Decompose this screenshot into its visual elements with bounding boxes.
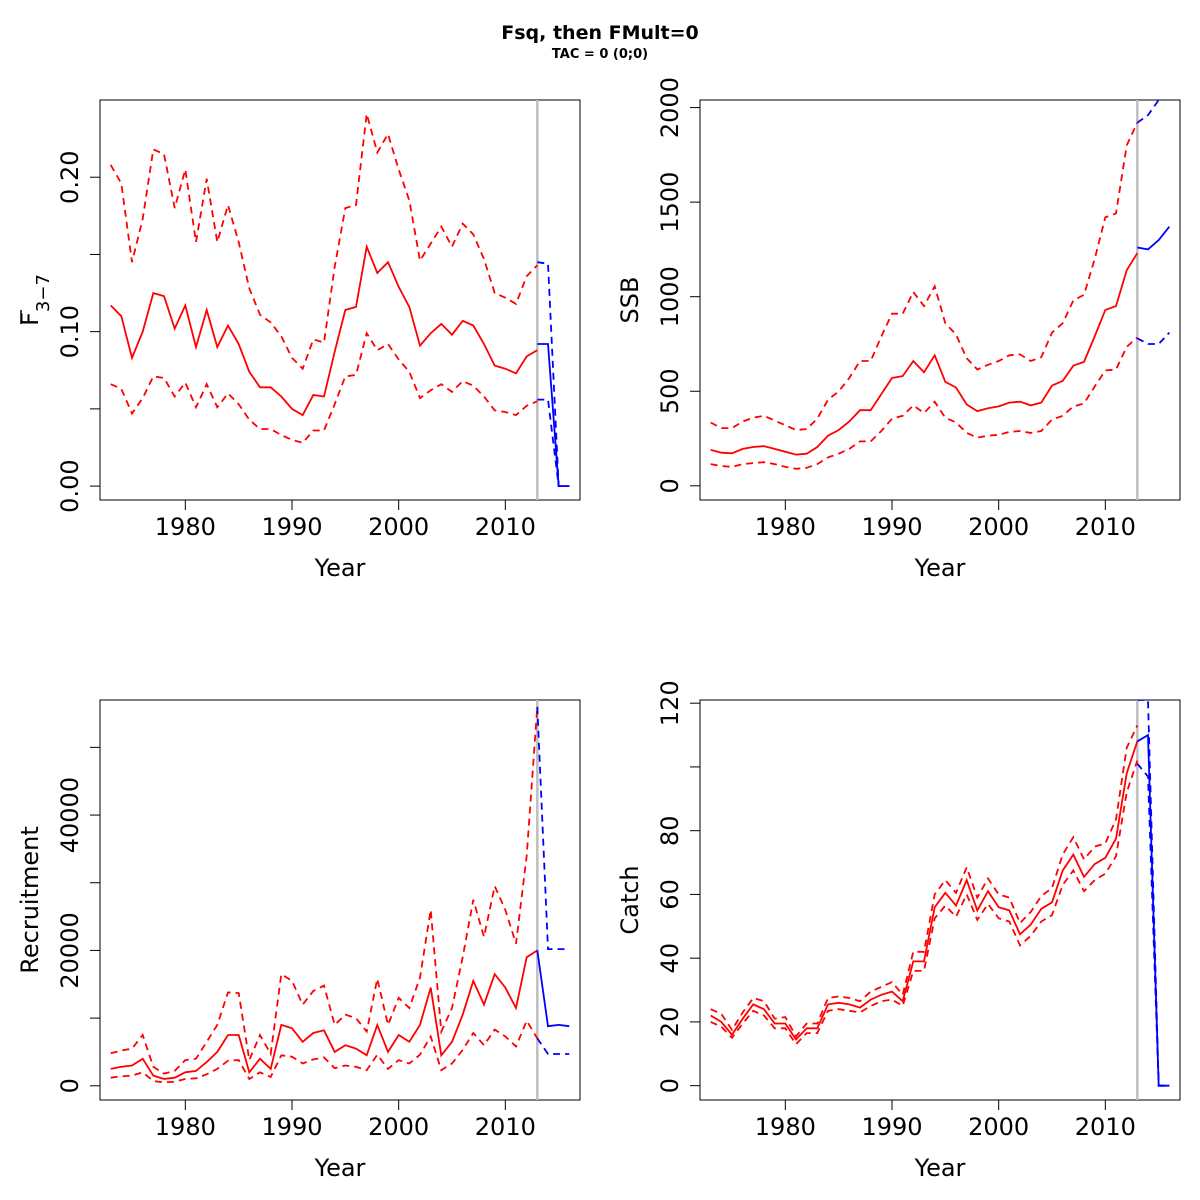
historic-median-line <box>110 243 538 417</box>
historic-median-line <box>710 741 1139 1041</box>
y-tick-label: 20000 <box>56 912 84 988</box>
x-tick-label: 1990 <box>261 1113 322 1141</box>
x-tick-label: 2000 <box>368 1113 429 1141</box>
y-axis-label: SSB <box>616 277 644 324</box>
x-tick-label: 1980 <box>155 1113 216 1141</box>
y-tick-label: 40000 <box>56 777 84 853</box>
plot-frame <box>699 699 1181 1101</box>
y-tick-label: 0.20 <box>56 151 84 204</box>
x-tick-label: 1980 <box>755 513 816 541</box>
x-tick-label: 1980 <box>155 513 216 541</box>
y-tick-label: 120 <box>656 680 684 726</box>
x-axis-label: Year <box>914 1154 966 1182</box>
projection-median-line <box>1136 733 1170 1087</box>
x-tick-label: 2010 <box>1075 513 1136 541</box>
projection-lower-line <box>537 398 570 488</box>
x-axis-label: Year <box>914 554 966 582</box>
chart-title: Fsq, then FMult=0 <box>501 22 699 44</box>
x-axis-label: Year <box>314 554 366 582</box>
y-tick-label: 500 <box>656 368 684 414</box>
projection-upper-line <box>536 706 570 950</box>
y-tick-label: 1500 <box>656 172 684 233</box>
x-tick-label: 2000 <box>968 1113 1029 1141</box>
y-axis-label: Recruitment <box>16 826 44 973</box>
projection-median-line <box>1137 226 1171 251</box>
y-tick-label: 0 <box>656 478 684 493</box>
y-tick-label: 0.00 <box>56 459 84 512</box>
panel-bottom-right: 1980 1990 2000 2010 0 20 40 60 80 120 Year Catch <box>616 680 1181 1182</box>
x-tick-label: 2010 <box>1075 1113 1136 1141</box>
plot-frame <box>99 99 581 501</box>
historic-lower-line <box>110 1018 539 1084</box>
historic-lower-line <box>710 760 1139 1046</box>
historic-upper-line <box>710 122 1139 431</box>
y-tick-label: 0 <box>56 1078 84 1093</box>
projection-median-line <box>536 950 570 1028</box>
projection-upper-line <box>1136 100 1160 124</box>
y-tick-label: 0 <box>656 1078 684 1093</box>
y-tick-label: 2000 <box>656 77 684 138</box>
historic-lower-line <box>710 336 1138 470</box>
y-tick-label: 20 <box>656 1007 684 1038</box>
historic-median-line <box>110 949 538 1080</box>
projection-lower-line <box>1136 331 1170 345</box>
historic-upper-line <box>710 725 1139 1038</box>
historic-median-line <box>710 252 1139 456</box>
x-tick-label: 1990 <box>261 513 322 541</box>
y-tick-label: 80 <box>656 815 684 846</box>
y-tick-label: 1000 <box>656 266 684 327</box>
projection-upper-line <box>537 261 570 488</box>
y-tick-label: 60 <box>656 879 684 910</box>
chart-subtitle: TAC = 0 (0;0) <box>551 47 649 62</box>
panel-bottom-left: 1980 1990 2000 2010 0 20000 40000 Year Recruitme… <box>16 699 581 1182</box>
x-tick-label: 2000 <box>968 513 1029 541</box>
x-tick-label: 1990 <box>861 513 922 541</box>
y-tick-label: 0.10 <box>56 305 84 358</box>
projection-median-line <box>537 343 570 488</box>
y-axis-label: Catch <box>616 865 644 934</box>
x-tick-label: 1990 <box>861 1113 922 1141</box>
x-axis-label: Year <box>314 1154 366 1182</box>
historic-upper-line <box>110 706 539 1075</box>
projection-lower-line <box>536 1037 570 1055</box>
plot-frame <box>99 699 581 1101</box>
x-tick-label: 2010 <box>475 1113 536 1141</box>
x-tick-label: 2000 <box>368 513 429 541</box>
x-tick-label: 2010 <box>475 513 536 541</box>
y-axis-label-subscript: 3−7 <box>33 274 54 312</box>
y-tick-label: 40 <box>656 943 684 974</box>
plot-frame <box>699 99 1181 501</box>
x-tick-label: 1980 <box>755 1113 816 1141</box>
historic-lower-line <box>110 330 538 444</box>
historic-upper-line <box>109 113 538 371</box>
